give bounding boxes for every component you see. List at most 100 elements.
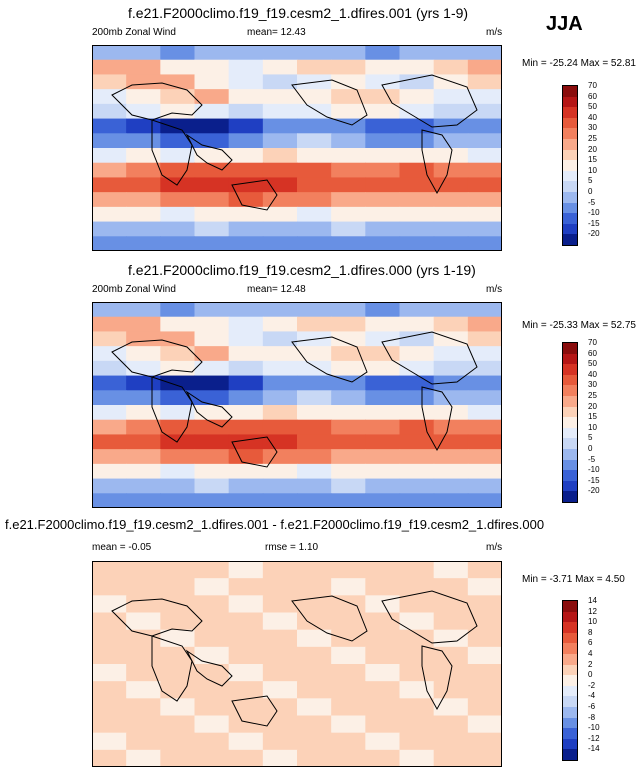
map-cell [195,613,230,631]
map-cell [400,681,435,699]
map-cell [126,733,161,751]
map-cell [468,578,502,596]
map-cell [434,716,469,734]
colorbar-label: 6 [588,639,592,647]
map-cell [297,733,332,751]
map-cell [92,74,127,89]
map-cell [297,236,332,251]
map-cell [400,361,435,376]
map-cell [365,449,400,464]
map-cell [297,302,332,317]
map-cell [297,89,332,104]
map-cell [434,750,469,767]
map-cell [195,104,230,119]
map-cell [400,630,435,648]
map-cell [92,192,127,207]
colorbar-label: -8 [588,714,595,722]
panel-1-title: f.e21.F2000climo.f19_f19.cesm2_1.dfires.… [128,5,468,21]
colorbar-label: 25 [588,392,597,400]
colorbar-segment [563,354,577,365]
map-cell [160,192,195,207]
map-cell [365,376,400,391]
map-cell [92,630,127,648]
map-cell [434,613,469,631]
map-cell [297,405,332,420]
map-cell [229,664,264,682]
map-cell [331,493,366,508]
map-cell [160,361,195,376]
map-cell [195,493,230,508]
map-cell [331,664,366,682]
map-cell [126,104,161,119]
map-cell [434,630,469,648]
colorbar-segment [563,460,577,471]
colorbar-segment [563,718,577,729]
colorbar-label: 10 [588,167,597,175]
map-cell [160,89,195,104]
colorbar-label: -15 [588,477,600,485]
map-cell [229,119,264,134]
map-cell [468,376,502,391]
colorbar-label: -15 [588,220,600,228]
map-cell [126,163,161,178]
map-cell [434,207,469,222]
map-cell [331,434,366,449]
map-cell [434,45,469,60]
map-cell [126,630,161,648]
map-cell [434,479,469,494]
map-cell [331,89,366,104]
map-cell [126,60,161,75]
map-cell [400,331,435,346]
colorbar-label: -4 [588,692,595,700]
map-cell [92,361,127,376]
map-cell [331,133,366,148]
map-cell [126,45,161,60]
map-cell [468,390,502,405]
map-cell [92,148,127,163]
colorbar-label: 2 [588,661,592,669]
map-cell [331,104,366,119]
map-cell [434,647,469,665]
map-cell [229,45,264,60]
map-cell [297,750,332,767]
map-cell [331,630,366,648]
map-cell [160,104,195,119]
map-cell [400,207,435,222]
map-cell [195,434,230,449]
map-cell [229,302,264,317]
map-cell [400,60,435,75]
map-cell [92,733,127,751]
colorbar-label: 40 [588,371,597,379]
colorbar-segment [563,707,577,718]
map-cell [400,317,435,332]
colorbar-segment [563,470,577,481]
map-cell [468,405,502,420]
map-cell [331,236,366,251]
map-cell [126,390,161,405]
map-cell [195,578,230,596]
map-cell [400,302,435,317]
colorbar-label: -20 [588,487,600,495]
panel-3-title: f.e21.F2000climo.f19_f19.cesm2_1.dfires.… [5,517,544,532]
map-cell [400,346,435,361]
map-cell [195,733,230,751]
map-cell [468,148,502,163]
panel-3-rmse: rmse = 1.10 [265,542,318,553]
map-cell [400,664,435,682]
map-cell [468,207,502,222]
map-cell [468,647,502,665]
map-cell [468,613,502,631]
map-cell [365,434,400,449]
map-cell [434,133,469,148]
map-cell [297,681,332,699]
map-cell [229,163,264,178]
colorbar-segment [563,491,577,502]
map-cell [263,561,298,579]
map-cell [400,405,435,420]
map-cell [434,493,469,508]
map-cell [229,405,264,420]
map-cell [297,133,332,148]
map-cell [92,302,127,317]
panel-1-colorbar [562,85,578,246]
colorbar-segment [563,107,577,118]
